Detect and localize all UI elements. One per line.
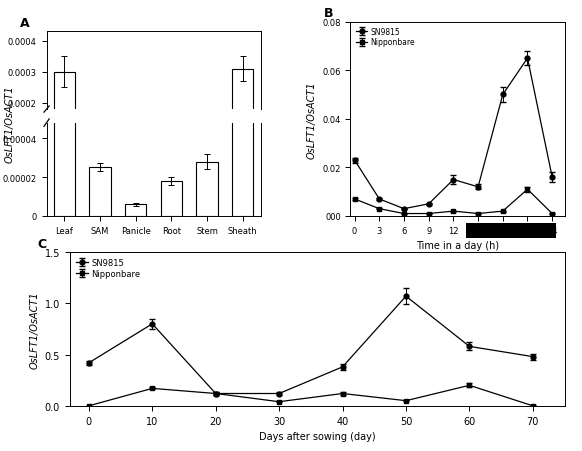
Bar (161, 182, 182, 216)
Text: B: B (324, 7, 334, 20)
Bar (161, 160, 182, 166)
Bar (232, 0, 254, 216)
Legend: SN9815, Nipponbare: SN9815, Nipponbare (354, 26, 417, 49)
Text: OsLFT1/OsACT1: OsLFT1/OsACT1 (5, 86, 15, 163)
Text: C: C (38, 237, 47, 250)
Bar (54, 0, 75, 216)
Bar (232, 69, 254, 166)
Y-axis label: OsLFT1/OsACT1: OsLFT1/OsACT1 (29, 290, 39, 368)
Legend: SN9815, Nipponbare: SN9815, Nipponbare (74, 257, 142, 280)
Bar (125, 164, 147, 166)
Bar (125, 205, 147, 216)
X-axis label: Time in a day (h): Time in a day (h) (416, 241, 499, 251)
Bar (196, 162, 218, 216)
X-axis label: Days after sowing (day): Days after sowing (day) (259, 431, 375, 441)
Bar (90, 158, 111, 166)
Bar (90, 168, 111, 216)
Bar (54, 73, 75, 166)
Text: A: A (20, 17, 30, 30)
Bar (196, 157, 218, 166)
Bar (466, 224, 556, 238)
Y-axis label: OsLFT1/OsACT1: OsLFT1/OsACT1 (307, 81, 317, 158)
